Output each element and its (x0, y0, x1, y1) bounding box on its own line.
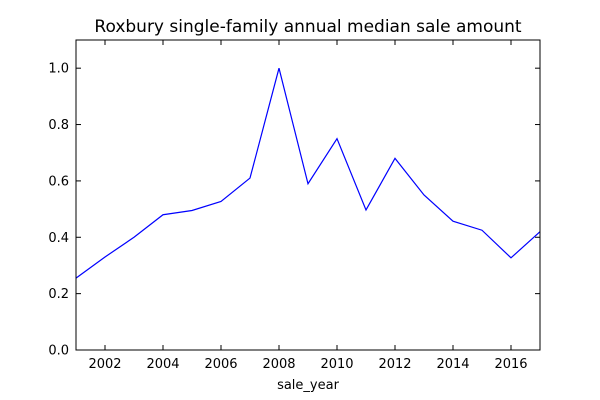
x-axis-label: sale_year (277, 378, 340, 393)
ticks-layer: 2002 2004 2006 2008 2010 2012 2014 2016 0.0 0.2 0.… (48, 40, 540, 372)
chart-title: Roxbury single-family annual median sale… (94, 17, 522, 37)
y-tick-label: 0.4 (48, 231, 69, 246)
x-tick-label: 2012 (378, 357, 411, 372)
x-tick-label: 2004 (146, 357, 179, 372)
y-tick-label: 0.0 (48, 344, 69, 359)
x-tick-label: 2016 (494, 357, 527, 372)
x-tick-label: 2008 (262, 357, 295, 372)
x-tick-label: 2002 (88, 357, 121, 372)
y-tick-label: 1.0 (48, 62, 69, 77)
y-tick-label: 0.6 (48, 174, 69, 189)
x-tick-label: 2010 (320, 357, 353, 372)
series-layer (75, 68, 541, 279)
y-tick-label: 0.2 (48, 287, 69, 302)
series-line (75, 68, 541, 279)
y-tick-label: 0.8 (48, 118, 69, 133)
x-tick-label: 2006 (204, 357, 237, 372)
plot-frame (75, 39, 541, 351)
x-tick-label: 2014 (436, 357, 469, 372)
